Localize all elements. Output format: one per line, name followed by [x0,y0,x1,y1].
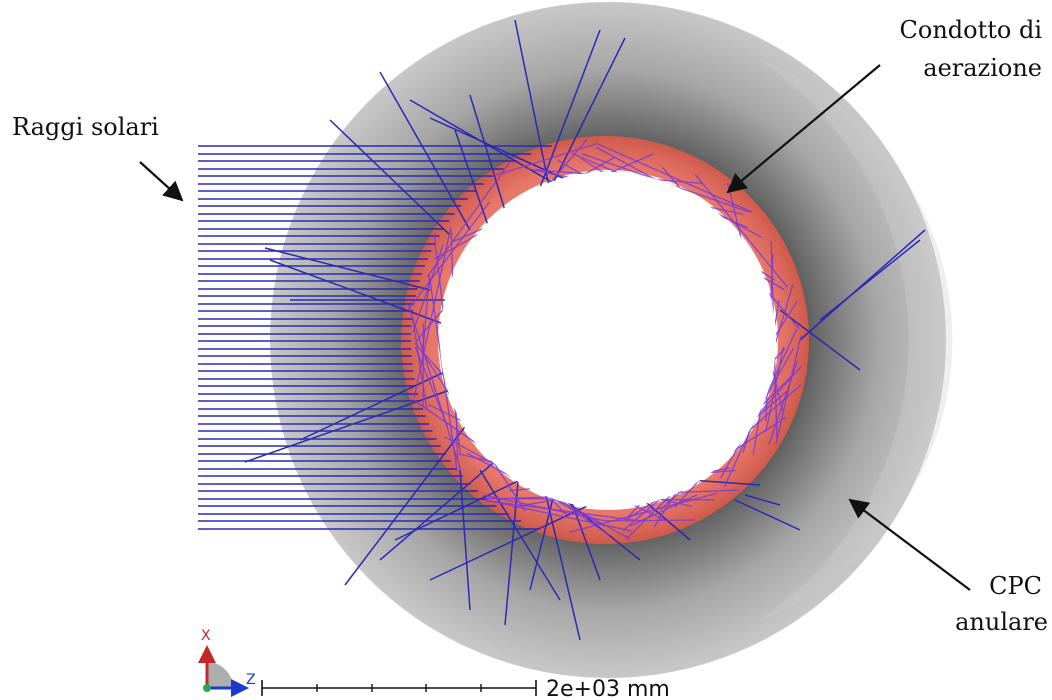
scale-bar-label: 2e+03 mm [546,677,670,700]
internal-ray [765,346,785,433]
axis-z-label: Z [246,672,256,688]
reflected-ray [479,469,561,601]
reflected-ray [819,239,921,321]
pointer-arrow-cpc [848,498,971,591]
internal-ray [595,142,753,213]
reflected-ray [344,419,471,586]
internal-ray [630,494,698,527]
internal-ray [775,335,802,445]
reflected-ray [329,119,451,236]
reflected-ray [269,259,461,331]
reflected-ray [504,459,521,626]
reflected-ray [394,479,521,541]
cpc-highlight [760,60,953,620]
reflected-ray [689,479,761,486]
pointer-arrow-duct [726,64,881,194]
pointer-arrow-rays [139,161,184,202]
duct-bore-overlay [440,172,776,508]
internal-ray [428,274,458,472]
reflected-ray [264,247,431,291]
internal-ray [605,519,696,522]
internal-ray [407,201,491,311]
reflected-ray [734,499,801,531]
label-rays: Raggi solari [12,113,159,141]
axis-triad: X Z [198,628,256,697]
internal-ray [411,317,428,411]
reflected-ray [799,229,926,341]
incoming-solar-rays [198,145,552,530]
internal-ray [484,499,633,532]
label-cpc-line2: anulare [955,608,1048,636]
label-duct-line2: aerazione [923,54,1042,82]
reflected-rays [244,19,926,641]
reflected-ray [459,469,471,611]
label-duct-line1: Condotto di [900,16,1043,44]
reflected-ray [744,494,781,506]
internal-ray [407,304,462,470]
reflected-ray [379,71,471,231]
reflected-ray [779,309,861,371]
internal-ray [426,161,511,277]
axis-x-label: X [201,628,211,644]
scale-bar: 2e+03 mm [261,677,670,700]
internal-ray [485,500,639,522]
internal-ray [569,492,718,533]
label-cpc-line1: CPC [989,572,1042,600]
